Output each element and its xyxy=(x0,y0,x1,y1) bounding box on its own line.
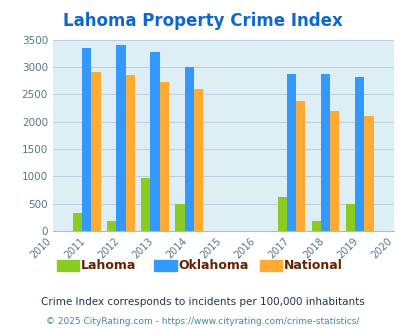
Bar xyxy=(175,204,184,231)
Text: Oklahoma: Oklahoma xyxy=(178,259,248,272)
Bar xyxy=(311,221,320,231)
Bar xyxy=(329,111,339,231)
Bar xyxy=(73,213,82,231)
Bar xyxy=(286,74,295,231)
Text: © 2025 CityRating.com - https://www.cityrating.com/crime-statistics/: © 2025 CityRating.com - https://www.city… xyxy=(46,317,359,326)
Bar xyxy=(150,52,159,231)
Bar xyxy=(193,89,202,231)
Bar xyxy=(184,67,193,231)
Text: Lahoma: Lahoma xyxy=(81,259,136,272)
Bar xyxy=(141,178,150,231)
Bar xyxy=(91,72,100,231)
Text: Crime Index corresponds to incidents per 100,000 inhabitants: Crime Index corresponds to incidents per… xyxy=(41,297,364,307)
Bar xyxy=(363,116,373,231)
Bar xyxy=(107,221,116,231)
Text: Lahoma Property Crime Index: Lahoma Property Crime Index xyxy=(63,13,342,30)
Bar xyxy=(82,48,91,231)
Bar xyxy=(159,82,168,231)
Text: National: National xyxy=(284,259,342,272)
Bar xyxy=(345,204,354,231)
Bar xyxy=(277,197,286,231)
Bar xyxy=(354,77,363,231)
Bar xyxy=(125,75,134,231)
Bar xyxy=(320,74,329,231)
Bar xyxy=(295,101,305,231)
Bar xyxy=(116,45,125,231)
